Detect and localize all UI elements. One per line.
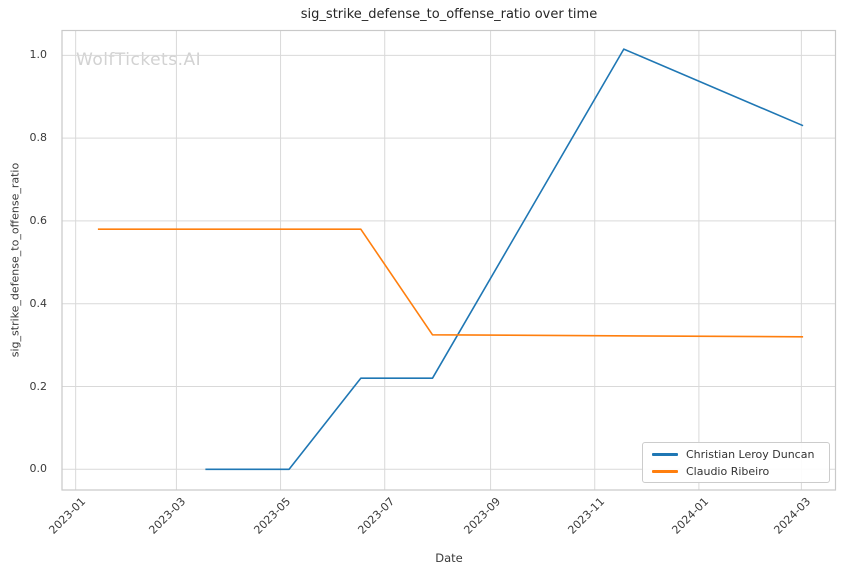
series-line-claudio-ribeiro <box>97 228 804 338</box>
plot-border <box>61 29 837 491</box>
y-tick-label: 0.4 <box>29 296 48 310</box>
legend-label: Christian Leroy Duncan <box>686 447 815 461</box>
y-axis-label: sig_strike_defense_to_offense_ratio <box>8 162 22 358</box>
legend-label: Claudio Ribeiro <box>686 464 770 478</box>
y-tick-label: 0.6 <box>29 213 48 227</box>
chart-title: sig_strike_defense_to_offense_ratio over… <box>300 7 598 22</box>
x-axis-label: Date <box>435 551 463 565</box>
legend-item: Claudio Ribeiro <box>652 465 820 478</box>
legend-line-swatch <box>652 469 678 473</box>
series-line-christian-leroy-duncan <box>205 48 804 471</box>
y-tick-label: 0.8 <box>29 131 48 145</box>
legend-line-swatch <box>652 452 678 456</box>
y-tick-label: 0.2 <box>29 379 48 393</box>
y-tick-label: 1.0 <box>29 48 48 62</box>
y-tick-label: 0.0 <box>29 462 48 476</box>
legend: Christian Leroy Duncan Claudio Ribeiro <box>642 442 830 483</box>
legend-item: Christian Leroy Duncan <box>652 448 820 461</box>
